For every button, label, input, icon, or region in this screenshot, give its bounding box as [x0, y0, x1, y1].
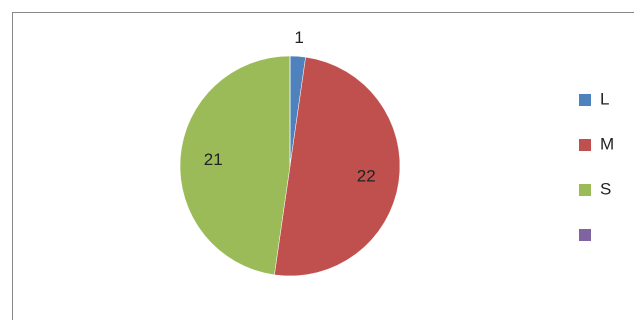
legend-label: M	[600, 134, 614, 153]
pie-slice	[179, 55, 291, 276]
legend-swatch	[579, 229, 591, 241]
data-label: 21	[204, 150, 223, 169]
legend-swatch	[579, 94, 591, 106]
legend-label: S	[600, 179, 611, 198]
pie-slice	[274, 56, 401, 277]
data-label: 22	[357, 166, 376, 185]
data-label: 1	[294, 28, 303, 47]
legend-swatch	[579, 184, 591, 196]
legend-swatch	[579, 139, 591, 151]
legend-label: L	[600, 89, 609, 108]
